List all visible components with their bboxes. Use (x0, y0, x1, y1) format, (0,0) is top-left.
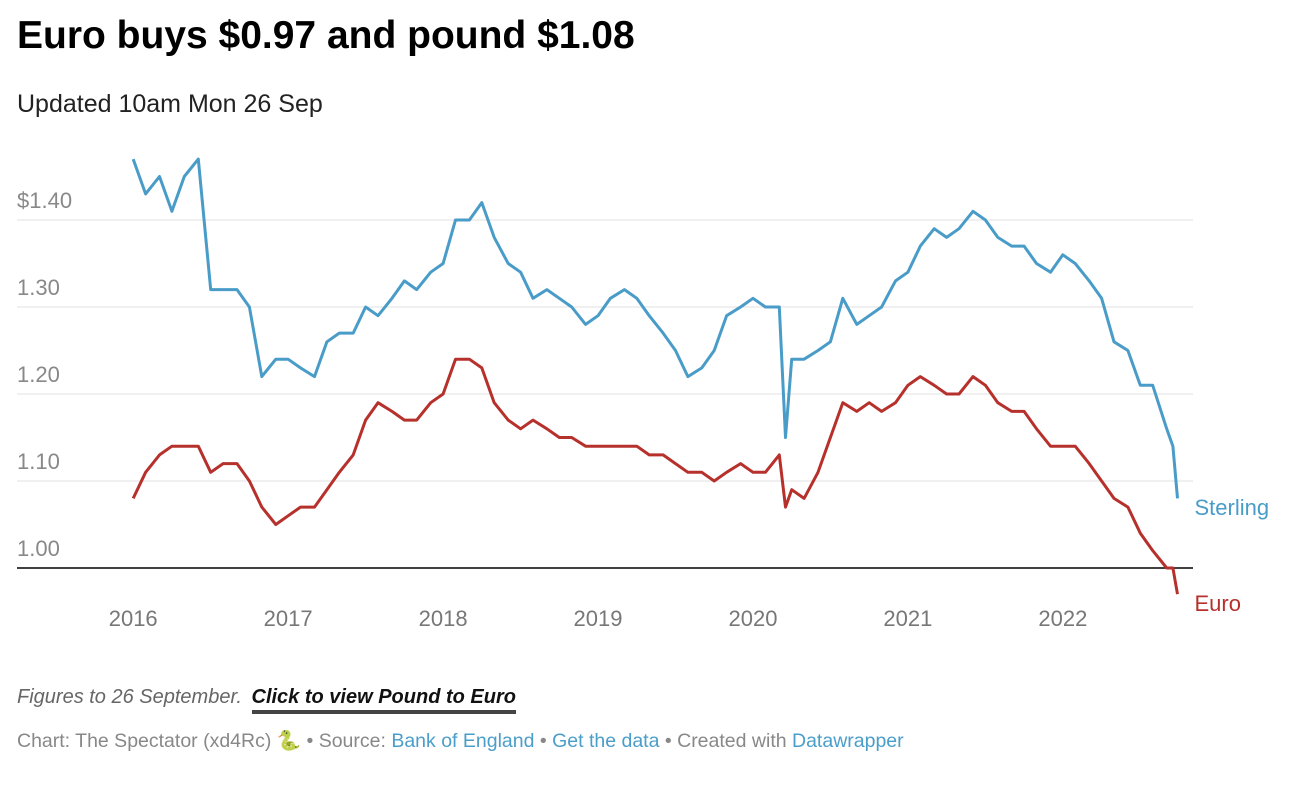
separator: • (306, 730, 314, 752)
series-line (131, 157, 1179, 499)
chart-title: Euro buys $0.97 and pound $1.08 (17, 14, 635, 57)
tool-link[interactable]: Datawrapper (792, 730, 904, 752)
view-link[interactable]: Click to view Pound to Euro (251, 686, 516, 714)
x-tick-label: 2021 (883, 606, 932, 631)
x-tick-label: 2017 (264, 606, 313, 631)
source-link[interactable]: Bank of England (391, 730, 535, 752)
created-label: Created with (677, 730, 787, 752)
y-tick-label: 1.10 (17, 449, 60, 474)
note-text: Figures to 26 September. (17, 686, 242, 708)
x-tick-label: 2016 (109, 606, 158, 631)
separator: • (664, 730, 672, 752)
y-tick-label: 1.00 (17, 536, 60, 561)
y-tick-label: 1.30 (17, 275, 60, 300)
separator: • (539, 730, 547, 752)
chart-subtitle: Updated 10am Mon 26 Sep (17, 90, 323, 118)
series-line (131, 357, 1179, 595)
y-tick-label: 1.20 (17, 362, 60, 387)
source-label: Source: (318, 730, 386, 752)
credit: Chart: The Spectator (xd4Rc) 🐍 (17, 730, 302, 752)
x-tick-label: 2019 (574, 606, 623, 631)
x-tick-label: 2018 (419, 606, 468, 631)
x-tick-label: 2020 (728, 606, 777, 631)
y-tick-label: $1.40 (17, 188, 72, 213)
data-link[interactable]: Get the data (552, 730, 660, 752)
series-label: Sterling (1195, 495, 1270, 520)
series-label: Euro (1195, 591, 1241, 616)
x-tick-label: 2022 (1038, 606, 1087, 631)
notes: Figures to 26 September. Click to view P… (17, 686, 516, 714)
source-line: Chart: The Spectator (xd4Rc) 🐍 • Source:… (17, 729, 904, 753)
